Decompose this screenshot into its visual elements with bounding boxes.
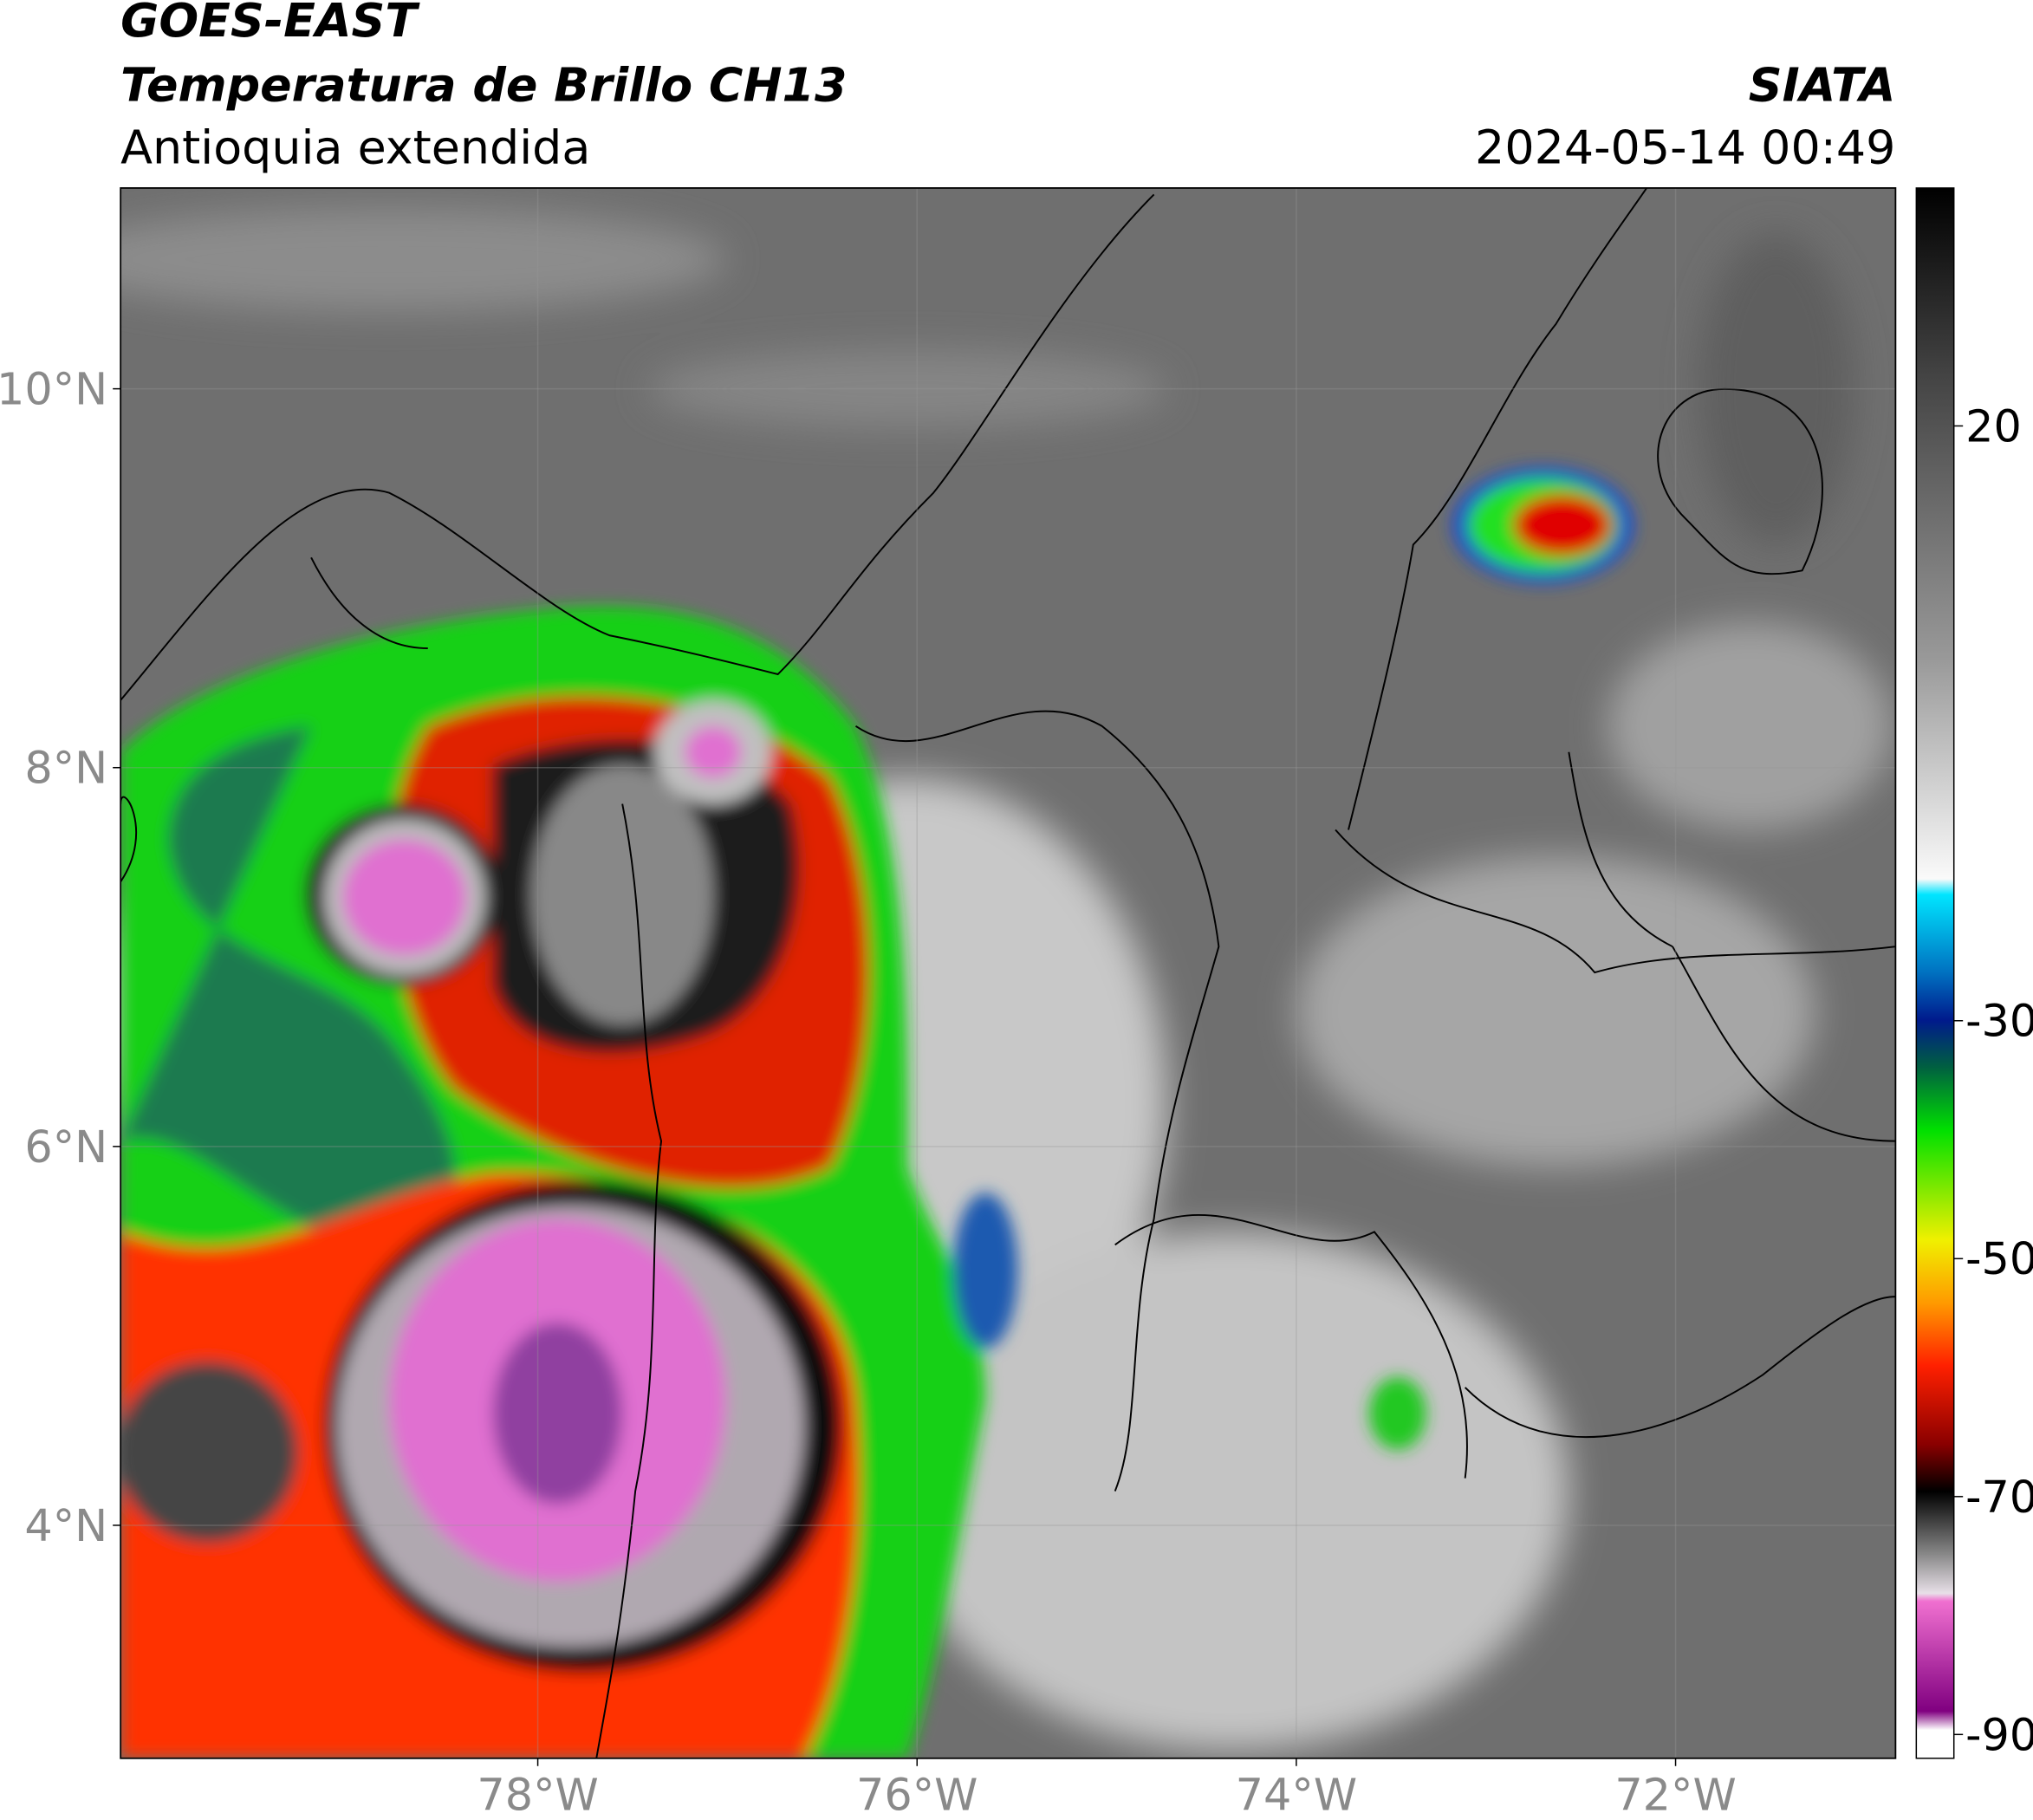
- colorbar-tick-label: -50: [1965, 1233, 2033, 1284]
- graticule: [120, 187, 1896, 1758]
- datetime: 2024-05-14 00:49: [1475, 120, 1895, 175]
- subtitle: Temperatura de Brillo CH13: [120, 58, 847, 113]
- lon-tick-label: 78°W: [477, 1770, 598, 1820]
- title: GOES-EAST: [120, 0, 420, 48]
- lon-tick-label: 74°W: [1236, 1770, 1357, 1820]
- convective-clouds: [120, 466, 1634, 1758]
- map-frame: [120, 187, 1897, 1759]
- colorbar-tick-label: -70: [1965, 1472, 2033, 1523]
- colorbar-tick-label: -90: [1965, 1709, 2033, 1760]
- lon-tick-label: 72°W: [1614, 1770, 1736, 1820]
- region: Antioquia extendida: [120, 120, 590, 175]
- lat-tick-label: 10°N: [0, 364, 107, 415]
- lon-tick-label: 76°W: [856, 1770, 978, 1820]
- colorbar-tick-label: 20: [1965, 400, 2022, 452]
- lat-tick-label: 8°N: [24, 743, 107, 794]
- lat-tick-label: 6°N: [24, 1121, 107, 1173]
- borders: [120, 187, 1896, 1758]
- satellite-image: [120, 187, 1896, 1758]
- lat-tick-label: 4°N: [24, 1500, 107, 1551]
- colorbar-tick-label: -30: [1965, 996, 2033, 1047]
- source: SIATA: [1749, 58, 1896, 113]
- colorbar: [1915, 187, 1955, 1759]
